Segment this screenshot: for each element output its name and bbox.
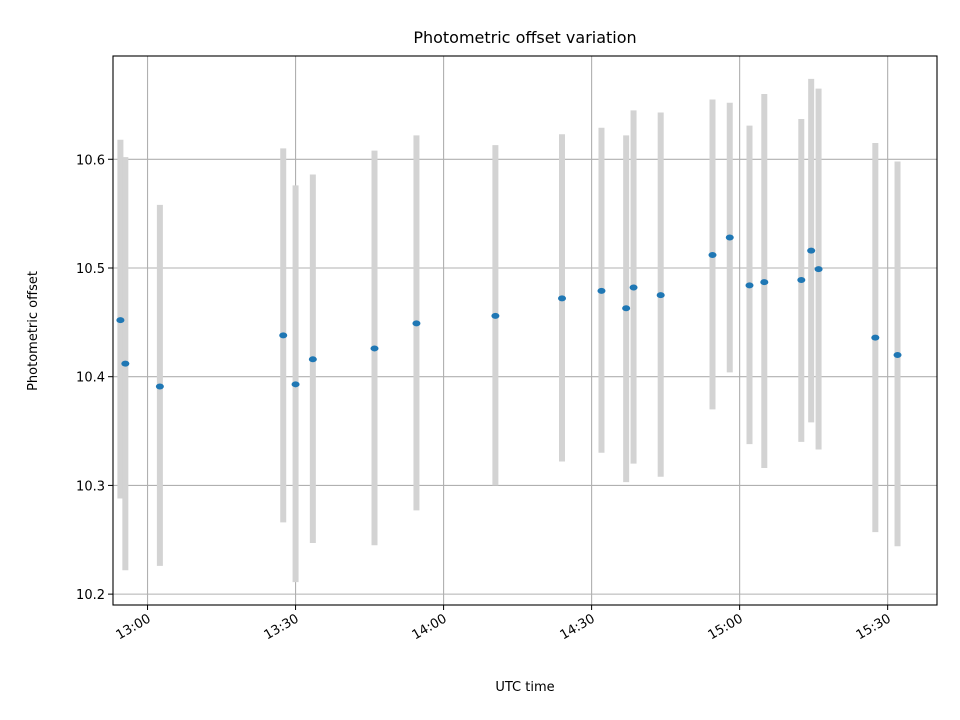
y-tick-label: 10.2 — [76, 588, 105, 603]
data-point — [622, 305, 631, 312]
data-point — [121, 360, 130, 367]
data-point — [893, 351, 902, 358]
chart-title: Photometric offset variation — [413, 28, 636, 47]
y-tick-label: 10.3 — [76, 479, 105, 494]
data-point — [708, 251, 717, 258]
data-point — [814, 266, 823, 273]
data-point — [597, 287, 606, 294]
data-point — [745, 282, 754, 289]
plot-frame — [112, 55, 938, 606]
data-point — [807, 247, 816, 254]
x-axis-label: UTC time — [495, 680, 554, 695]
data-point — [116, 317, 125, 324]
y-tick-label: 10.5 — [76, 262, 105, 277]
data-point — [725, 234, 734, 241]
data-point — [412, 320, 421, 327]
data-point — [155, 383, 164, 390]
data-point — [279, 332, 288, 339]
data-point — [760, 279, 769, 286]
y-tick-label: 10.6 — [76, 153, 105, 168]
data-point — [558, 295, 567, 302]
data-point — [797, 276, 806, 283]
y-tick-label: 10.4 — [76, 371, 105, 386]
data-point — [370, 345, 379, 352]
data-points — [116, 234, 902, 390]
data-point — [629, 284, 638, 291]
data-point — [308, 356, 317, 363]
data-point — [656, 292, 665, 299]
data-point — [491, 312, 500, 319]
data-point — [871, 334, 880, 341]
data-point — [291, 381, 300, 388]
y-axis-label: Photometric offset — [26, 271, 41, 391]
